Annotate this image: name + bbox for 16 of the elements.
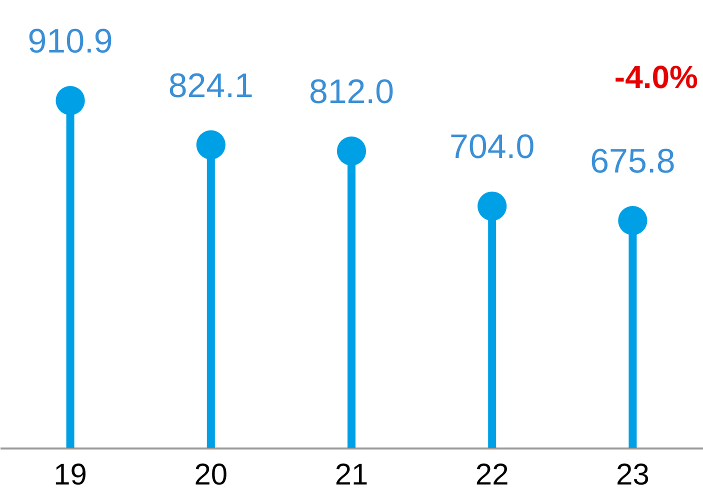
point <box>196 130 226 160</box>
x-tick-label: 20 <box>194 458 228 492</box>
point <box>56 86 85 116</box>
x-tick-label: 22 <box>475 458 509 492</box>
data-label: 704.0 <box>450 128 535 166</box>
annotation: -4.0% <box>614 59 698 95</box>
data-label: 675.8 <box>590 142 676 181</box>
data-label: 824.1 <box>168 66 254 105</box>
point <box>478 192 507 221</box>
data-label: 812.0 <box>308 73 394 112</box>
point <box>336 136 366 166</box>
point <box>618 206 648 236</box>
data-label: 910.9 <box>28 22 113 61</box>
x-tick-label: 23 <box>616 458 650 492</box>
x-tick-label: 21 <box>334 458 368 492</box>
x-tick-label: 19 <box>54 458 87 492</box>
